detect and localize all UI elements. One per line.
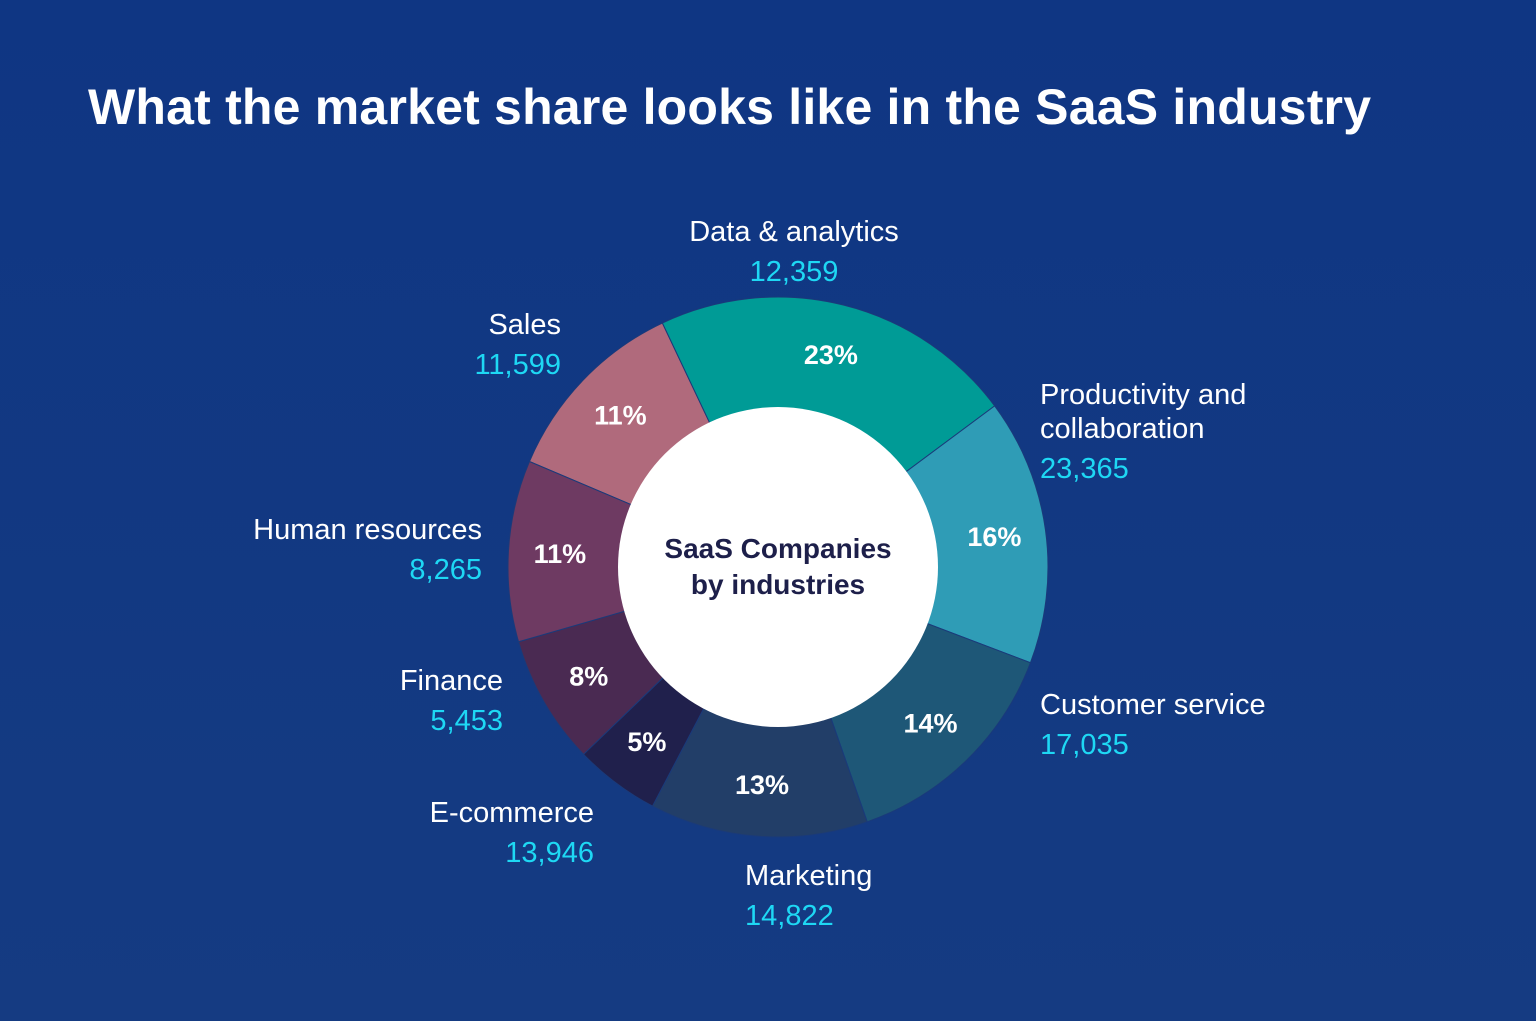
percent-label-customer-service: 16%: [967, 522, 1021, 552]
percent-labels: 11% 23% 16% 14% 13% 5% 8% 11%: [534, 340, 1022, 800]
label-name-e-commerce: E-commerce: [430, 797, 594, 829]
label-name-sales: Sales: [488, 309, 561, 341]
percent-label-finance: 5%: [627, 727, 666, 757]
label-name-data-and-analytics: Data & analytics: [689, 216, 899, 248]
center-label-line-1: SaaS Companies: [664, 533, 891, 564]
label-value-finance: 5,453: [430, 705, 503, 737]
label-value-sales: 11,599: [474, 349, 561, 381]
percent-label-productivity-and-collaboration: 23%: [804, 340, 858, 370]
percent-label-human-resources: 8%: [569, 661, 608, 691]
label-name-finance: Finance: [400, 665, 503, 697]
chart-title: What the market share looks like in the …: [88, 79, 1372, 135]
label-name-productivity-and-collaboration-2: collaboration: [1040, 413, 1204, 445]
label-name-marketing: Marketing: [745, 860, 872, 892]
donut-hole: [618, 407, 938, 727]
center-label-line-2: by industries: [691, 569, 865, 600]
label-value-e-commerce: 13,946: [505, 837, 594, 869]
label-name-productivity-and-collaboration-1: Productivity and: [1040, 379, 1246, 411]
label-name-customer-service: Customer service: [1040, 689, 1266, 721]
label-value-human-resources: 8,265: [409, 554, 482, 586]
donut-slices: [507, 296, 1049, 838]
label-value-marketing: 14,822: [745, 900, 834, 932]
label-name-human-resources: Human resources: [253, 514, 482, 546]
outer-labels: Data & analytics 12,359 Productivity andco…: [253, 216, 1266, 932]
percent-label-sales: 11%: [534, 539, 587, 569]
percent-label-marketing: 14%: [903, 708, 957, 738]
percent-label-data-and-analytics: 11%: [594, 401, 647, 431]
label-value-productivity-and-collaboration: 23,365: [1040, 453, 1129, 485]
percent-label-e-commerce: 13%: [735, 770, 789, 800]
label-value-data-and-analytics: 12,359: [750, 256, 839, 288]
label-value-customer-service: 17,035: [1040, 729, 1129, 761]
